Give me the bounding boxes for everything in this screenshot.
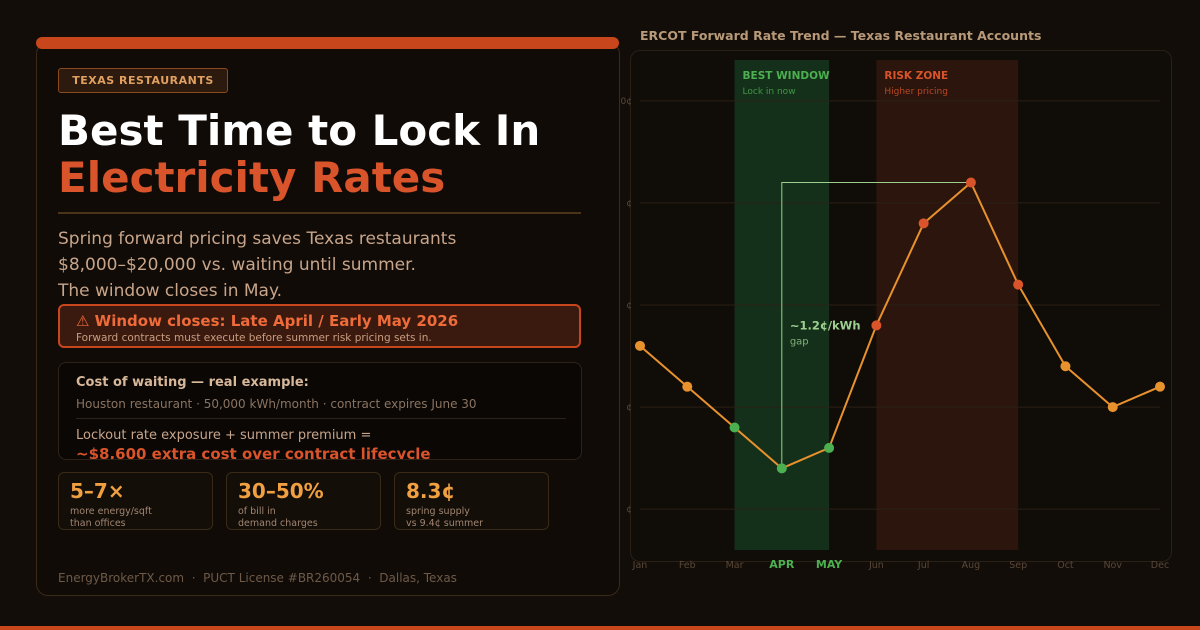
stat-card: 5–7× more energy/sqft than offices [58, 472, 213, 530]
example-line: Lockout rate exposure + summer premium = [76, 428, 372, 443]
x-tick-label: Sep [1009, 560, 1027, 571]
example-highlight: ~$8,600 extra cost over contract lifecyc… [76, 445, 431, 460]
point [1060, 361, 1071, 372]
x-tick-label: Dec [1151, 560, 1169, 571]
stat-label: more energy/sqft [70, 506, 152, 517]
stat-value: 5–7× [70, 479, 125, 503]
y-tick-label: 0¢ [621, 97, 632, 107]
intro-line: Spring forward pricing saves Texas resta… [58, 229, 457, 249]
stat-label: than offices [70, 518, 126, 529]
annotation-sublabel: gap [790, 336, 809, 347]
point [965, 177, 976, 188]
accent-bar [0, 626, 1200, 630]
divider [58, 212, 581, 214]
x-tick-label: MAY [816, 558, 843, 571]
x-tick-label: Aug [962, 560, 981, 571]
annotation-line [781, 182, 971, 469]
stat-label: demand charges [238, 518, 318, 529]
example-box: Cost of waiting — real example: Houston … [58, 362, 582, 460]
point [871, 320, 882, 331]
band-label: RISK ZONE [884, 70, 948, 82]
point [729, 422, 740, 433]
band-sublabel: Lock in now [743, 87, 796, 97]
stat-card: 30–50% of bill in demand charges [226, 472, 381, 530]
x-tick-label: Feb [679, 560, 696, 571]
point [776, 463, 787, 474]
point [1155, 381, 1165, 392]
alert-note: Forward contracts must execute before su… [76, 332, 432, 344]
accent-bar [36, 37, 619, 49]
y-tick-label: ¢ [626, 403, 632, 413]
stat-label: spring supply [406, 506, 470, 517]
x-tick-label: Mar [726, 560, 744, 571]
stat-card: 8.3¢ spring supply vs 9.4¢ summer [394, 472, 549, 530]
alert-title: ⚠ Window closes: Late April / Early May … [76, 312, 459, 330]
stat-label: vs 9.4¢ summer [406, 518, 483, 529]
point [1013, 279, 1024, 290]
y-tick-label: ¢ [626, 505, 632, 515]
footer: EnergyBrokerTX.com · PUCT License #BR260… [58, 571, 457, 585]
intro-line: The window closes in May. [58, 281, 282, 301]
line [639, 180, 1161, 470]
alert: ⚠ Window closes: Late April / Early May … [58, 304, 581, 348]
example-heading: Cost of waiting — real example: [76, 375, 309, 390]
point [635, 340, 645, 351]
point [824, 442, 835, 453]
tag: TEXAS RESTAURANTS [58, 68, 228, 93]
example-detail: Houston restaurant · 50,000 kWh/month · … [76, 397, 477, 411]
y-tick-label: ¢ [626, 301, 632, 311]
title: Best Time to Lock In [58, 106, 541, 155]
x-tick-label: Oct [1057, 560, 1074, 571]
stat-value: 30–50% [238, 479, 324, 503]
chart-title: ERCOT Forward Rate Trend — Texas Restaur… [640, 28, 1041, 43]
x-tick-label: Nov [1103, 560, 1122, 571]
point [682, 381, 693, 392]
intro-line: $8,000–$20,000 vs. waiting until summer. [58, 255, 416, 275]
x-tick-label: APR [769, 558, 795, 571]
band-label: BEST WINDOW [743, 70, 830, 82]
divider [76, 418, 566, 419]
annotation-label: ~1.2¢/kWh [790, 318, 861, 332]
title-highlight: Electricity Rates [58, 153, 446, 202]
point [918, 218, 929, 229]
x-tick-label: Jun [868, 560, 884, 571]
y-tick-label: ¢ [626, 199, 632, 209]
point [1107, 402, 1118, 413]
x-tick-label: Jul [917, 560, 929, 571]
band-sublabel: Higher pricing [884, 87, 948, 97]
stat-value: 8.3¢ [406, 479, 456, 503]
x-tick-label: Jan [632, 560, 648, 571]
stat-label: of bill in [238, 506, 276, 517]
